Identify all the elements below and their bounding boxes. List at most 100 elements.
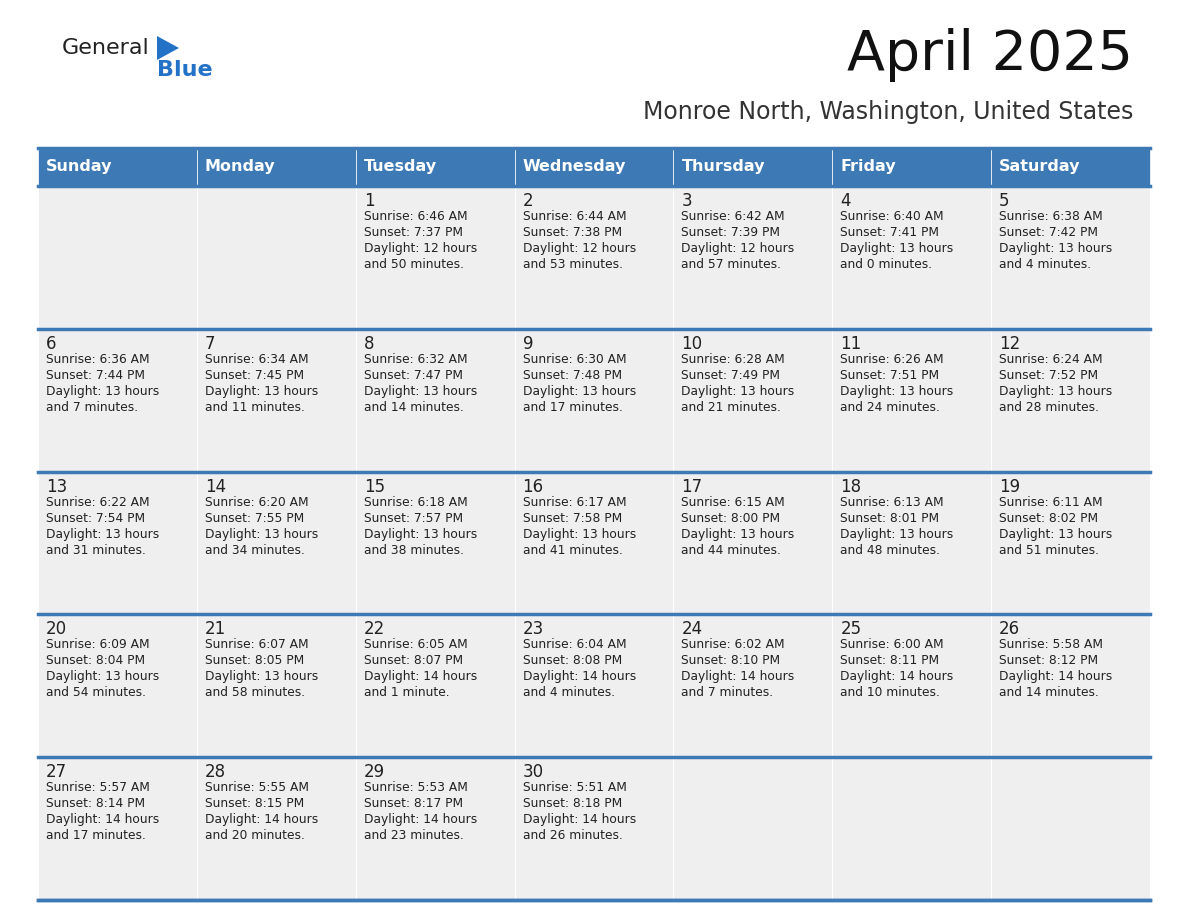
Text: 30: 30 [523, 763, 544, 781]
Text: 29: 29 [364, 763, 385, 781]
Bar [197, 329, 355, 472]
Text: Daylight: 13 hours: Daylight: 13 hours [999, 385, 1112, 397]
Bar [38, 329, 197, 472]
Text: Daylight: 13 hours: Daylight: 13 hours [46, 670, 159, 683]
Bar [674, 757, 833, 900]
Text: Sunset: 8:05 PM: Sunset: 8:05 PM [204, 655, 304, 667]
Text: 11: 11 [840, 335, 861, 353]
Bar [674, 329, 833, 472]
Text: 17: 17 [682, 477, 702, 496]
Text: Sunrise: 6:40 AM: Sunrise: 6:40 AM [840, 210, 944, 223]
Text: and 34 minutes.: and 34 minutes. [204, 543, 305, 556]
Text: Sunrise: 6:17 AM: Sunrise: 6:17 AM [523, 496, 626, 509]
Text: Sunrise: 6:05 AM: Sunrise: 6:05 AM [364, 638, 467, 652]
Text: Daylight: 13 hours: Daylight: 13 hours [999, 242, 1112, 255]
Text: and 51 minutes.: and 51 minutes. [999, 543, 1099, 556]
Bar [833, 148, 991, 186]
Text: and 17 minutes.: and 17 minutes. [46, 829, 146, 842]
Polygon shape [157, 36, 179, 60]
Text: Sunrise: 6:42 AM: Sunrise: 6:42 AM [682, 210, 785, 223]
Bar [833, 186, 991, 329]
Text: Sunrise: 6:20 AM: Sunrise: 6:20 AM [204, 496, 309, 509]
Text: and 4 minutes.: and 4 minutes. [999, 258, 1092, 271]
Bar [833, 472, 991, 614]
Text: Daylight: 13 hours: Daylight: 13 hours [523, 385, 636, 397]
Text: 12: 12 [999, 335, 1020, 353]
Text: Sunset: 8:14 PM: Sunset: 8:14 PM [46, 797, 145, 811]
Text: 14: 14 [204, 477, 226, 496]
Text: 9: 9 [523, 335, 533, 353]
Text: Daylight: 13 hours: Daylight: 13 hours [523, 528, 636, 541]
Text: Sunrise: 6:38 AM: Sunrise: 6:38 AM [999, 210, 1102, 223]
Bar [197, 614, 355, 757]
Text: Sunset: 8:04 PM: Sunset: 8:04 PM [46, 655, 145, 667]
Bar [833, 614, 991, 757]
Bar [355, 614, 514, 757]
Bar [833, 757, 991, 900]
Text: Sunset: 8:17 PM: Sunset: 8:17 PM [364, 797, 463, 811]
Text: Sunrise: 6:44 AM: Sunrise: 6:44 AM [523, 210, 626, 223]
Text: and 53 minutes.: and 53 minutes. [523, 258, 623, 271]
Text: Monroe North, Washington, United States: Monroe North, Washington, United States [643, 100, 1133, 124]
Text: Sunrise: 6:30 AM: Sunrise: 6:30 AM [523, 353, 626, 365]
Text: Sunrise: 6:18 AM: Sunrise: 6:18 AM [364, 496, 467, 509]
Text: Sunset: 7:49 PM: Sunset: 7:49 PM [682, 369, 781, 382]
Text: Sunset: 7:57 PM: Sunset: 7:57 PM [364, 511, 463, 524]
Text: Sunset: 7:47 PM: Sunset: 7:47 PM [364, 369, 462, 382]
Text: 10: 10 [682, 335, 702, 353]
Bar [514, 148, 674, 186]
Text: Sunset: 7:45 PM: Sunset: 7:45 PM [204, 369, 304, 382]
Text: and 10 minutes.: and 10 minutes. [840, 687, 940, 700]
Text: Sunset: 8:18 PM: Sunset: 8:18 PM [523, 797, 621, 811]
Text: 24: 24 [682, 621, 702, 638]
Text: Sunrise: 6:46 AM: Sunrise: 6:46 AM [364, 210, 467, 223]
Text: Sunset: 7:55 PM: Sunset: 7:55 PM [204, 511, 304, 524]
Bar [355, 186, 514, 329]
Text: Sunset: 8:12 PM: Sunset: 8:12 PM [999, 655, 1098, 667]
Text: Daylight: 13 hours: Daylight: 13 hours [999, 528, 1112, 541]
Text: Daylight: 12 hours: Daylight: 12 hours [364, 242, 476, 255]
Text: General: General [62, 38, 150, 58]
Text: Sunrise: 6:11 AM: Sunrise: 6:11 AM [999, 496, 1102, 509]
Text: 21: 21 [204, 621, 226, 638]
Text: Sunrise: 5:53 AM: Sunrise: 5:53 AM [364, 781, 468, 794]
Text: Daylight: 14 hours: Daylight: 14 hours [364, 813, 476, 826]
Text: 7: 7 [204, 335, 215, 353]
Text: Saturday: Saturday [999, 160, 1081, 174]
Bar [355, 757, 514, 900]
Text: and 48 minutes.: and 48 minutes. [840, 543, 940, 556]
Text: Sunrise: 6:26 AM: Sunrise: 6:26 AM [840, 353, 944, 365]
Text: Sunset: 7:37 PM: Sunset: 7:37 PM [364, 226, 462, 239]
Text: and 11 minutes.: and 11 minutes. [204, 401, 305, 414]
Text: 13: 13 [46, 477, 68, 496]
Text: 6: 6 [46, 335, 57, 353]
Bar [355, 472, 514, 614]
Bar [991, 148, 1150, 186]
Text: Sunrise: 6:34 AM: Sunrise: 6:34 AM [204, 353, 309, 365]
Text: Sunrise: 5:58 AM: Sunrise: 5:58 AM [999, 638, 1104, 652]
Bar [38, 148, 197, 186]
Text: Sunrise: 6:28 AM: Sunrise: 6:28 AM [682, 353, 785, 365]
Text: Sunrise: 6:22 AM: Sunrise: 6:22 AM [46, 496, 150, 509]
Text: Sunrise: 6:13 AM: Sunrise: 6:13 AM [840, 496, 944, 509]
Bar [991, 614, 1150, 757]
Text: Daylight: 14 hours: Daylight: 14 hours [364, 670, 476, 683]
Text: Friday: Friday [840, 160, 896, 174]
Bar [197, 186, 355, 329]
Text: 15: 15 [364, 477, 385, 496]
Text: and 50 minutes.: and 50 minutes. [364, 258, 463, 271]
Bar [38, 186, 197, 329]
Text: Daylight: 14 hours: Daylight: 14 hours [523, 813, 636, 826]
Text: 28: 28 [204, 763, 226, 781]
Text: Sunset: 8:15 PM: Sunset: 8:15 PM [204, 797, 304, 811]
Bar [197, 757, 355, 900]
Text: Sunset: 7:38 PM: Sunset: 7:38 PM [523, 226, 621, 239]
Bar [355, 329, 514, 472]
Text: and 24 minutes.: and 24 minutes. [840, 401, 940, 414]
Bar [991, 329, 1150, 472]
Bar [38, 614, 197, 757]
Text: Daylight: 13 hours: Daylight: 13 hours [46, 528, 159, 541]
Text: 20: 20 [46, 621, 68, 638]
Text: Sunset: 7:51 PM: Sunset: 7:51 PM [840, 369, 940, 382]
Bar [674, 148, 833, 186]
